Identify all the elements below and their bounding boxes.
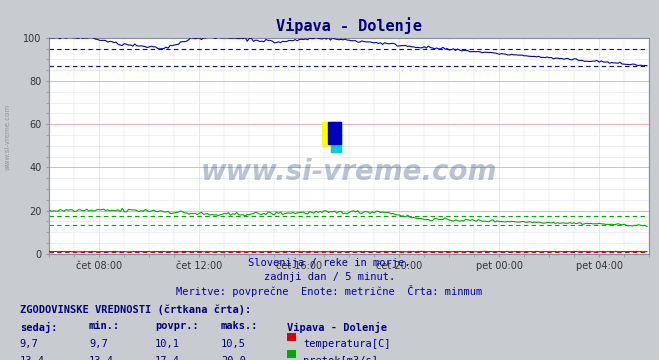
Bar — [322, 122, 333, 146]
Text: 9,7: 9,7 — [89, 339, 107, 349]
Text: Vipava - Dolenje: Vipava - Dolenje — [287, 321, 387, 333]
Text: 9,7: 9,7 — [20, 339, 38, 349]
Text: 13,4: 13,4 — [89, 356, 114, 360]
Title: Vipava - Dolenje: Vipava - Dolenje — [276, 17, 422, 34]
Text: maks.:: maks.: — [221, 321, 258, 332]
Text: temperatura[C]: temperatura[C] — [303, 339, 391, 349]
Text: www.si-vreme.com: www.si-vreme.com — [201, 158, 498, 186]
Bar — [328, 122, 341, 144]
Text: 20,0: 20,0 — [221, 356, 246, 360]
Text: 10,1: 10,1 — [155, 339, 180, 349]
Text: www.si-vreme.com: www.si-vreme.com — [5, 104, 11, 170]
Text: zadnji dan / 5 minut.: zadnji dan / 5 minut. — [264, 272, 395, 282]
Text: sedaj:: sedaj: — [20, 321, 57, 333]
Text: 10,5: 10,5 — [221, 339, 246, 349]
Text: 17,4: 17,4 — [155, 356, 180, 360]
Text: povpr.:: povpr.: — [155, 321, 198, 332]
Bar — [331, 122, 341, 152]
Text: min.:: min.: — [89, 321, 120, 332]
Text: Slovenija / reke in morje.: Slovenija / reke in morje. — [248, 258, 411, 269]
Text: ZGODOVINSKE VREDNOSTI (črtkana črta):: ZGODOVINSKE VREDNOSTI (črtkana črta): — [20, 304, 251, 315]
Text: Meritve: povprečne  Enote: metrične  Črta: minmum: Meritve: povprečne Enote: metrične Črta:… — [177, 285, 482, 297]
Text: pretok[m3/s]: pretok[m3/s] — [303, 356, 378, 360]
Text: 13,4: 13,4 — [20, 356, 45, 360]
